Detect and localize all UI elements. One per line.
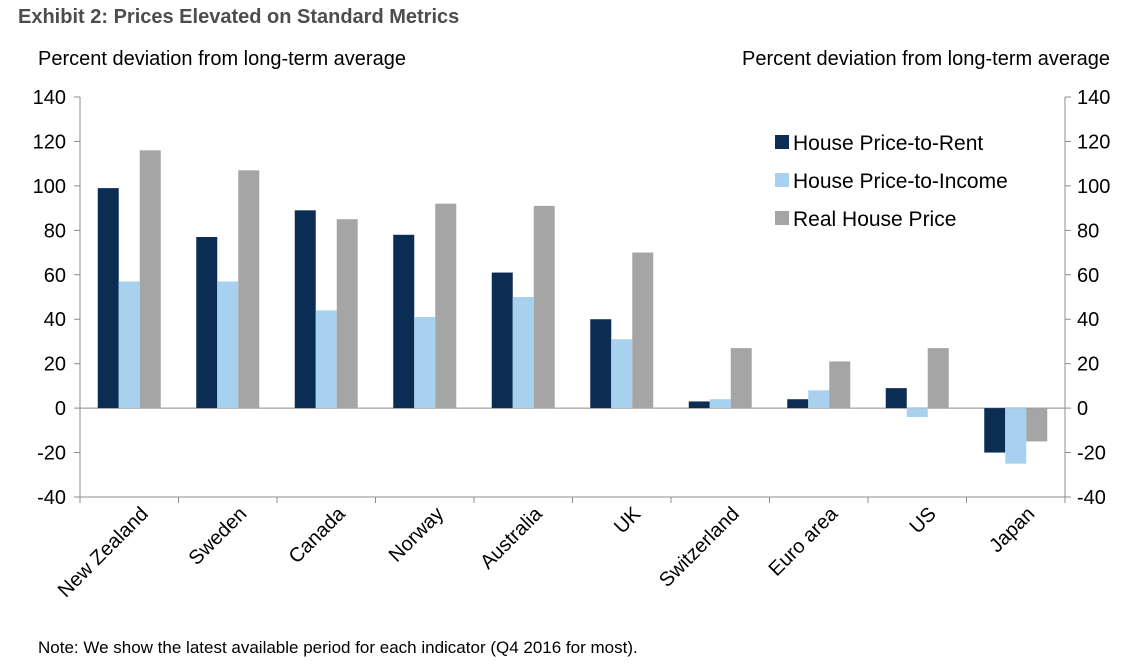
bar-house-price-to-rent [97, 188, 119, 409]
bar-real-house-price [336, 219, 358, 409]
bar-house-price-to-rent [393, 234, 415, 409]
bar-house-price-to-income [709, 399, 731, 409]
bar-house-price-to-income [512, 297, 534, 409]
y-axis-label-left: Percent deviation from long-term average [38, 48, 406, 70]
legend-swatch [775, 173, 789, 187]
footnote: Note: We show the latest available perio… [38, 638, 638, 657]
y-tick-label-left: 60 [44, 265, 66, 287]
y-axis-label-right: Percent deviation from long-term average [742, 48, 1110, 70]
y-tick-label-left: 80 [44, 220, 66, 242]
y-tick-label-left: 120 [33, 131, 66, 153]
x-tick-label: US [906, 503, 941, 538]
bar-house-price-to-income [315, 310, 337, 409]
bar-house-price-to-income [808, 390, 830, 409]
bar-house-price-to-rent [491, 272, 513, 409]
y-tick-label-left: -40 [37, 487, 66, 509]
legend-label: House Price-to-Income [793, 170, 1008, 193]
bar-house-price-to-income [118, 281, 140, 409]
y-tick-label-left: 0 [55, 398, 66, 420]
x-tick-label: Switzerland [655, 503, 744, 592]
bar-real-house-price [1026, 408, 1048, 442]
y-tick-label-left: 140 [33, 87, 66, 109]
y-tick-label-right: 40 [1077, 309, 1099, 331]
chart-title: Exhibit 2: Prices Elevated on Standard M… [18, 6, 460, 28]
bar-real-house-price [829, 361, 851, 409]
bar-house-price-to-rent [294, 210, 316, 409]
y-tick-label-right: 100 [1077, 176, 1110, 198]
bar-real-house-price [238, 170, 260, 409]
bar-real-house-price [927, 348, 949, 409]
x-tick-label: Australia [476, 502, 547, 573]
x-tick-label: Japan [985, 503, 1039, 557]
bar-real-house-price [632, 252, 654, 409]
x-tick-label: Sweden [185, 503, 252, 570]
x-tick-label: Canada [285, 502, 351, 568]
bar-house-price-to-rent [787, 399, 809, 409]
y-tick-label-right: 0 [1077, 398, 1088, 420]
bar-house-price-to-income [1005, 408, 1027, 464]
bar-house-price-to-income [414, 317, 436, 409]
bar-real-house-price [435, 203, 457, 409]
bar-house-price-to-rent [590, 319, 612, 409]
y-tick-label-left: -20 [37, 443, 66, 465]
y-tick-label-right: 80 [1077, 220, 1099, 242]
legend-swatch [775, 135, 789, 149]
y-tick-label-right: 20 [1077, 354, 1099, 376]
bar-real-house-price [730, 348, 752, 409]
bar-house-price-to-income [906, 408, 928, 417]
y-tick-label-left: 100 [33, 176, 66, 198]
y-tick-label-right: 120 [1077, 131, 1110, 153]
legend-label: House Price-to-Rent [793, 132, 983, 155]
bar-house-price-to-rent [984, 408, 1006, 453]
x-tick-label: Norway [385, 503, 448, 566]
bar-house-price-to-rent [688, 401, 710, 409]
x-tick-label: Euro area [765, 502, 843, 580]
bar-house-price-to-rent [196, 237, 218, 409]
legend-label: Real House Price [793, 208, 956, 231]
x-tick-label: New Zealand [54, 503, 153, 602]
x-tick-label: UK [610, 503, 646, 539]
y-tick-label-right: -40 [1077, 487, 1106, 509]
bar-real-house-price [533, 205, 555, 409]
legend-swatch [775, 211, 789, 225]
y-tick-label-right: 60 [1077, 265, 1099, 287]
y-tick-label-left: 20 [44, 354, 66, 376]
bar-house-price-to-income [217, 281, 239, 409]
bar-house-price-to-rent [885, 388, 907, 409]
y-tick-label-right: 140 [1077, 87, 1110, 109]
bar-real-house-price [139, 150, 161, 409]
y-tick-label-right: -20 [1077, 443, 1106, 465]
y-tick-label-left: 40 [44, 309, 66, 331]
bar-house-price-to-income [611, 339, 633, 409]
